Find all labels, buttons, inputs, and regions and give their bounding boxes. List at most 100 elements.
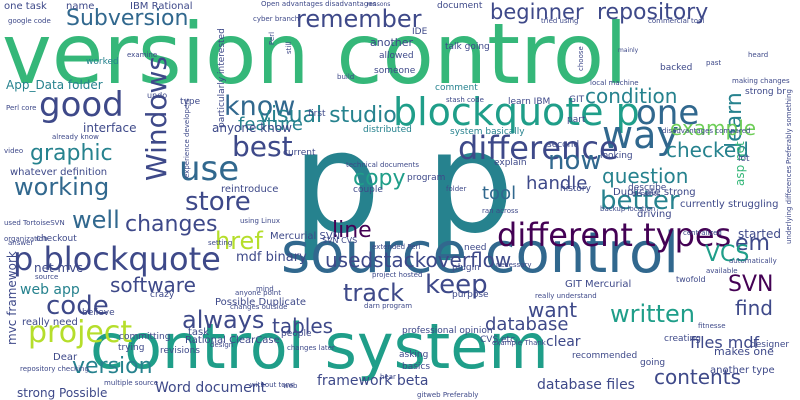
word: twofold xyxy=(676,275,706,284)
word: database xyxy=(485,314,569,335)
word: copy xyxy=(353,166,406,191)
word: p blockquote xyxy=(13,240,221,278)
word: changes xyxy=(125,212,218,237)
word: mind xyxy=(256,285,274,293)
word: backed xyxy=(660,63,693,73)
word: available xyxy=(706,267,738,275)
word: worked xyxy=(86,57,119,67)
word: second xyxy=(547,140,580,150)
word: App_Data folder xyxy=(6,78,103,92)
word: example xyxy=(670,116,757,140)
word: already know xyxy=(52,133,99,141)
word: plugin xyxy=(452,263,480,273)
word: GIT Mercurial xyxy=(565,279,632,290)
word: experience developers xyxy=(183,98,191,178)
word: keep xyxy=(425,270,488,300)
word: question xyxy=(602,164,689,188)
word: still xyxy=(285,41,293,54)
word: mvc framework xyxy=(5,251,19,345)
word: system basically xyxy=(450,127,525,137)
word: CVS etc xyxy=(480,335,516,345)
word: written xyxy=(610,300,695,328)
word: designer xyxy=(750,340,790,350)
word: answer xyxy=(8,239,34,247)
word: allowed xyxy=(379,51,414,61)
word: makes one xyxy=(714,345,774,358)
word: always xyxy=(182,306,265,334)
word: folder xyxy=(446,185,467,193)
word: program xyxy=(407,173,446,183)
word: clear xyxy=(546,334,581,350)
word: condition xyxy=(585,84,678,108)
word: darn program xyxy=(364,302,413,310)
word: Subversion xyxy=(66,6,189,31)
word: best xyxy=(232,130,293,163)
word: stash code xyxy=(446,96,484,104)
word: cyber branch xyxy=(253,15,300,23)
word: undo xyxy=(147,91,168,100)
word: task xyxy=(188,327,210,338)
word: want xyxy=(528,298,578,322)
word: code xyxy=(46,291,109,321)
word: choose xyxy=(577,46,585,71)
word: feature xyxy=(238,114,303,135)
word: web app xyxy=(20,282,80,298)
word: learn IBM xyxy=(508,97,551,107)
word: example Thank xyxy=(492,339,546,347)
word: design xyxy=(210,341,234,349)
word: repository xyxy=(597,0,709,25)
word: organization xyxy=(4,235,48,243)
word: necessary xyxy=(496,261,532,269)
word: track xyxy=(343,279,405,307)
word: going xyxy=(640,358,666,368)
word: believe xyxy=(82,308,115,318)
word: way xyxy=(602,113,679,157)
word: IDE xyxy=(412,27,428,37)
word: store xyxy=(185,187,251,217)
word: benefits xyxy=(632,190,661,198)
word: currently struggling xyxy=(680,199,779,210)
word: href xyxy=(215,227,263,255)
word: now xyxy=(548,146,602,176)
word: mainly xyxy=(618,47,639,54)
word: disadvantages compared xyxy=(662,127,751,135)
word: anyone know xyxy=(212,121,292,135)
word: tried using xyxy=(541,17,579,25)
word: another xyxy=(370,36,414,49)
word: need xyxy=(464,243,487,253)
word: creating xyxy=(664,334,701,344)
word: technical documents xyxy=(346,161,419,169)
word: current xyxy=(283,148,316,158)
word: really need xyxy=(22,317,78,328)
word: project xyxy=(28,315,133,350)
word: find xyxy=(735,296,773,320)
word: mdf binary xyxy=(236,250,307,265)
word: strong br xyxy=(745,87,786,97)
word: multiple source xyxy=(104,379,159,387)
word: distributed xyxy=(363,125,412,135)
word: making changes xyxy=(732,77,790,85)
word: know xyxy=(224,91,296,122)
word: part xyxy=(567,115,586,125)
word: talk going xyxy=(445,42,490,52)
word: commercial tool xyxy=(648,17,705,25)
word: Open advantages disadvantages xyxy=(261,0,377,8)
word: version xyxy=(72,354,153,379)
word: checked xyxy=(666,138,749,162)
word: software xyxy=(110,273,196,297)
word: line xyxy=(332,218,372,243)
word: explain xyxy=(494,158,527,168)
word: GIT xyxy=(569,95,585,105)
word: well xyxy=(72,206,120,234)
word: particularly interested xyxy=(217,28,227,128)
word: used TortoiseSVN xyxy=(4,219,65,227)
word: centralized xyxy=(683,229,722,237)
word: history xyxy=(560,184,591,194)
word: underlying differences xyxy=(785,165,793,244)
word: source xyxy=(35,273,59,281)
word: build xyxy=(337,73,355,81)
word: another type xyxy=(710,365,775,376)
word: graphic xyxy=(30,141,113,166)
word: version control xyxy=(2,5,628,103)
word: Word document xyxy=(155,380,267,396)
